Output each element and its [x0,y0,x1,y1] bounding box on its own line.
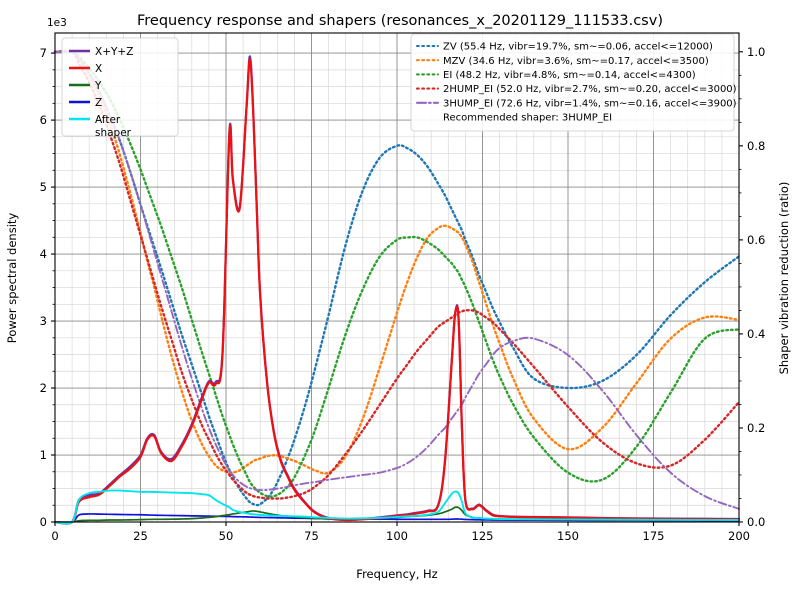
y-left-tick-label: 6 [40,113,47,127]
x-tick-label: 150 [557,529,579,543]
x-tick-label: 50 [219,529,234,543]
y-axis-offset-text: 1e3 [47,17,67,29]
psd-legend-box [61,37,179,137]
shaper-legend-label[interactable]: 3HUMP_EI (72.6 Hz, vibr=1.4%, sm~=0.16, … [443,98,737,109]
y-left-tick-label: 5 [40,180,47,194]
y-left-tick-label: 3 [40,314,47,328]
psd-legend-label[interactable]: Y [94,80,102,92]
y-right-tick-label: 0.6 [747,233,765,247]
y-axis-right-ticks: 0.0 0.2 0.4 0.6 0.8 1.0 [739,45,765,529]
series-zv [53,50,741,507]
psd-legend-label[interactable]: After [95,114,121,126]
shaper-legend-label[interactable]: EI (48.2 Hz, vibr=4.8%, sm~=0.14, accel<… [443,70,696,81]
psd-legend-label[interactable]: X+Y+Z [95,46,133,58]
y-right-tick-label: 0.2 [747,421,765,435]
series-after-shaper [54,489,740,525]
x-tick-label: 100 [386,529,408,543]
x-tick-label: 200 [728,529,750,543]
y-left-tick-label: 4 [40,247,47,261]
x-axis-ticks: 0 25 50 75 100 125 150 175 200 [51,522,750,543]
y-axis-right-label: Shaper vibration reduction (ratio) [777,182,791,375]
psd-legend-label[interactable]: Z [95,97,102,109]
y-left-tick-label: 2 [40,381,47,395]
series-3hump-ei [54,50,740,510]
data-series-layer [53,49,741,525]
x-tick-label: 75 [304,529,319,543]
shaper-legend-label[interactable]: ZV (55.4 Hz, vibr=19.7%, sm~=0.06, accel… [443,42,713,53]
psd-legend-label[interactable]: X [95,63,102,75]
series-z [54,513,740,524]
shaper-legend-box [410,33,735,132]
x-tick-label: 0 [51,529,58,543]
x-tick-label: 175 [643,529,665,543]
series-x [53,58,741,525]
series-2hump-ei [53,49,741,500]
y-right-tick-label: 0.8 [747,139,765,153]
series-ei [53,50,741,498]
shaper-legend-label[interactable]: MZV (34.6 Hz, vibr=3.6%, sm~=0.17, accel… [443,56,709,67]
y-axis-left-label: Power spectral density [5,213,19,344]
x-tick-label: 25 [133,529,148,543]
page-title: Frequency response and shapers (resonanc… [137,13,663,29]
shaper-legend-label[interactable]: 2HUMP_EI (52.0 Hz, vibr=2.7%, sm~=0.20, … [443,84,737,95]
x-tick-label: 125 [472,529,494,543]
psd-legend-label[interactable]: shaper [95,127,132,139]
series-mzv [53,50,741,475]
y-right-tick-label: 0.0 [747,515,765,529]
y-left-tick-label: 1 [40,448,47,462]
y-right-tick-label: 1.0 [747,45,765,59]
y-left-tick-label: 0 [40,515,47,529]
y-left-tick-label: 7 [40,46,47,60]
y-right-tick-label: 0.4 [747,327,765,341]
shaper-legend[interactable]: ZV (55.4 Hz, vibr=19.7%, sm~=0.06, accel… [410,33,737,132]
recommended-shaper-text: Recommended shaper: 3HUMP_EI [443,113,612,124]
y-axis-left-ticks: 0 1 2 3 4 5 6 7 [40,46,55,529]
x-axis-label: Frequency, Hz [356,567,437,581]
